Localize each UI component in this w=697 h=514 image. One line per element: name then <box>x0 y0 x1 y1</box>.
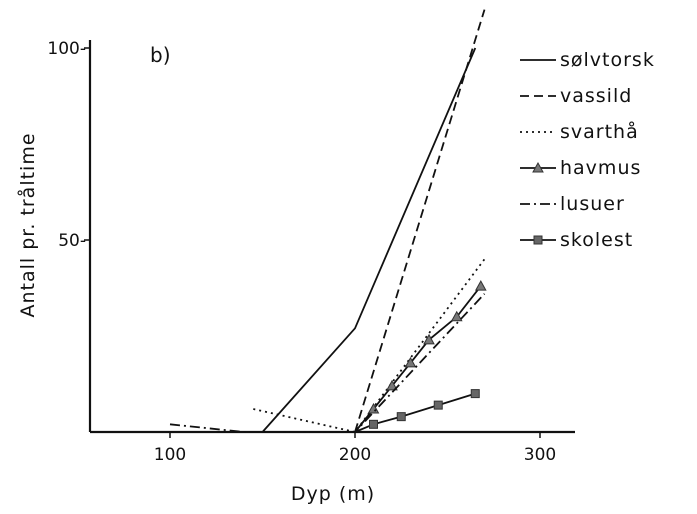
x-tick-label: 300 <box>524 445 556 465</box>
series-layer <box>169 9 487 434</box>
legend: sølvtorsk vassild svarthå havmus lusuer skole… <box>520 49 655 251</box>
data-point-havmus <box>386 379 398 391</box>
series-line-lusuer <box>169 293 486 433</box>
series-line-svarth <box>253 258 486 434</box>
axes <box>88 40 575 434</box>
data-point-skolest <box>470 389 480 399</box>
legend-label-havmus: havmus <box>560 157 641 179</box>
data-point-havmus <box>474 280 487 291</box>
x-axis-title: Dyp (m) <box>291 483 375 505</box>
x-tick-label: 100 <box>154 445 186 465</box>
y-tick-label: 100- <box>47 39 86 59</box>
data-point-skolest <box>369 419 378 429</box>
y-axis-title: Antall pr. tråltime <box>16 132 39 317</box>
data-point-havmus <box>450 310 463 322</box>
legend-label-svarth: svarthå <box>560 120 639 143</box>
data-point-skolest <box>433 400 443 410</box>
ticks: 100 200 300 50- 100- <box>47 39 556 465</box>
legend-label-skolest: skolest <box>560 229 633 251</box>
legend-label-s-lvtorsk: sølvtorsk <box>560 49 655 71</box>
legend-marker-skolest <box>533 235 543 245</box>
data-point-havmus <box>423 333 435 345</box>
x-tick-label: 200 <box>339 445 371 465</box>
data-point-havmus <box>404 356 417 368</box>
series-line-s-lvtorsk <box>261 47 477 433</box>
legend-marker-havmus <box>532 161 544 173</box>
legend-label-vassild: vassild <box>560 85 632 107</box>
panel-label: b) <box>150 43 171 67</box>
data-point-skolest <box>396 412 406 422</box>
legend-label-lusuer: lusuer <box>560 193 625 215</box>
y-tick-label: 50- <box>58 231 86 251</box>
series-line-vassild <box>354 9 486 433</box>
